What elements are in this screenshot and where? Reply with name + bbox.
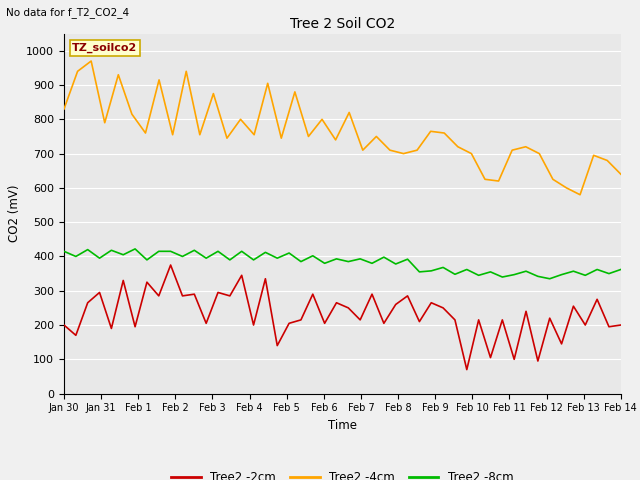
Title: Tree 2 Soil CO2: Tree 2 Soil CO2 bbox=[290, 17, 395, 31]
Y-axis label: CO2 (mV): CO2 (mV) bbox=[8, 185, 20, 242]
Legend: Tree2 -2cm, Tree2 -4cm, Tree2 -8cm: Tree2 -2cm, Tree2 -4cm, Tree2 -8cm bbox=[166, 466, 518, 480]
Text: TZ_soilco2: TZ_soilco2 bbox=[72, 43, 138, 53]
Text: No data for f_T2_CO2_4: No data for f_T2_CO2_4 bbox=[6, 7, 129, 18]
X-axis label: Time: Time bbox=[328, 419, 357, 432]
